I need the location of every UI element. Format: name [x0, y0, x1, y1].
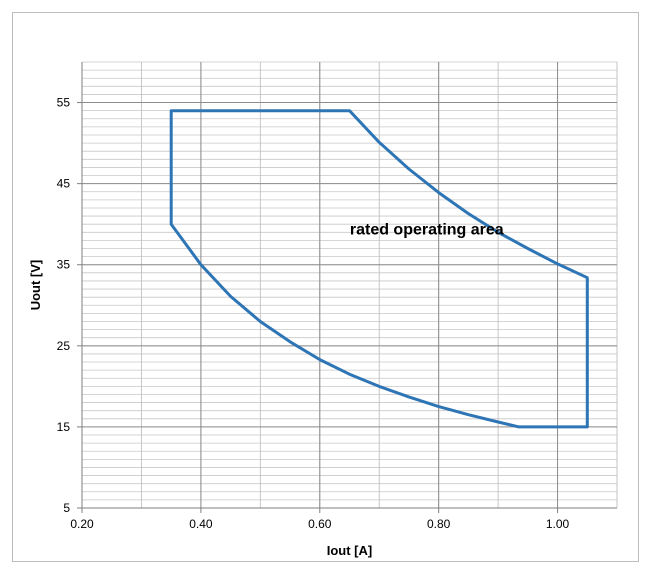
annotation-label: rated operating area [350, 222, 504, 239]
grid-minor [81, 61, 618, 509]
chart-frame [12, 12, 639, 562]
y-axis-title: Uout [V] [28, 260, 43, 311]
x-tick-label: 1.00 [546, 517, 570, 531]
operating-area-outline [169, 109, 589, 429]
axes [77, 62, 617, 513]
x-tick-label: 0.80 [427, 517, 451, 531]
x-axis-title: Iout [A] [327, 543, 372, 558]
x-tick-label: 0.20 [70, 517, 94, 531]
y-tick-label: 15 [57, 420, 71, 434]
grid-major [81, 62, 617, 509]
series-layer [169, 109, 589, 429]
y-tick-label: 45 [57, 177, 71, 191]
tick-labels: 0.20 0.40 0.60 0.80 1.00 5 15 25 35 45 55 [57, 96, 570, 531]
x-tick-label: 0.60 [308, 517, 332, 531]
y-tick-label: 5 [63, 501, 70, 515]
y-tick-label: 35 [57, 258, 71, 272]
x-tick-label: 0.40 [189, 517, 213, 531]
y-tick-label: 55 [57, 96, 71, 110]
y-tick-label: 25 [57, 339, 71, 353]
